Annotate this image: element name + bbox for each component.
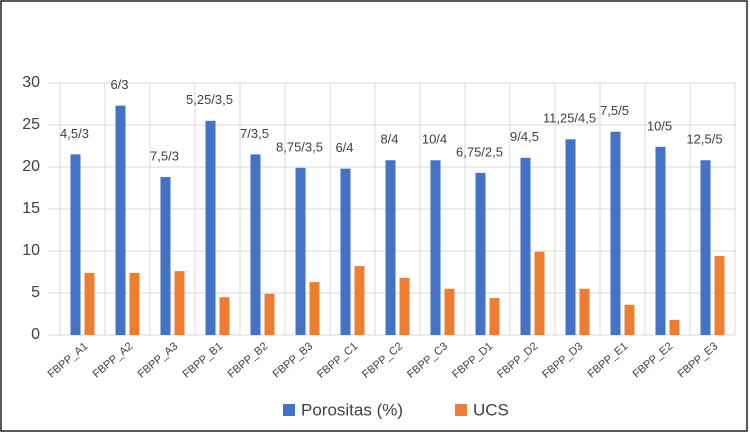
annotation: 6/3 [110,77,128,92]
y-tick-label: 10 [22,242,40,259]
legend-label: Porositas (%) [301,400,403,419]
annotation: 11,25/4,5 [543,111,596,126]
bar [714,256,725,335]
bar [129,272,140,335]
bar [309,282,320,335]
annotation: 5,25/3,5 [186,92,233,107]
bar [115,105,126,336]
bar [669,319,680,335]
y-tick-label: 5 [31,284,40,301]
bar [354,266,365,335]
annotation: 10/5 [647,118,672,133]
annotation: 10/4 [422,132,447,147]
annotation: 12,5/5 [686,132,722,147]
bar [250,154,261,335]
bar [430,160,441,335]
bar [534,251,545,335]
annotation: 7,5/5 [600,103,629,118]
annotation: 8,75/3,5 [276,139,323,154]
bar [340,168,351,335]
y-tick-label: 20 [22,158,40,175]
annotation: 7/3,5 [240,126,269,141]
bar [295,167,306,335]
annotation: 9/4,5 [510,129,539,144]
bar [700,160,711,335]
bar [579,288,590,335]
bar [444,288,455,335]
bar [655,146,666,335]
bar [399,277,410,335]
y-tick-label: 0 [31,326,40,343]
bar [565,139,576,335]
bar [489,298,500,335]
bar [84,272,95,335]
y-tick-label: 25 [22,116,40,133]
annotation: 6,75/2,5 [456,144,503,159]
bar [520,157,531,335]
annotation: 7,5/3 [150,149,179,164]
bar [205,120,216,335]
y-tick-label: 30 [22,74,40,91]
bar [475,172,486,335]
bar [219,297,230,335]
legend-label: UCS [473,400,509,419]
legend-swatch [283,404,295,416]
bar [264,293,275,335]
bar [610,131,621,335]
bar [70,154,81,335]
y-tick-label: 15 [22,200,40,217]
annotation: 6/4 [335,140,353,155]
legend-swatch [455,404,467,416]
bar [160,177,171,335]
bar [624,304,635,335]
annotation: 8/4 [380,132,398,147]
annotation: 4,5/3 [60,126,89,141]
bar [385,160,396,335]
bar [174,271,185,335]
